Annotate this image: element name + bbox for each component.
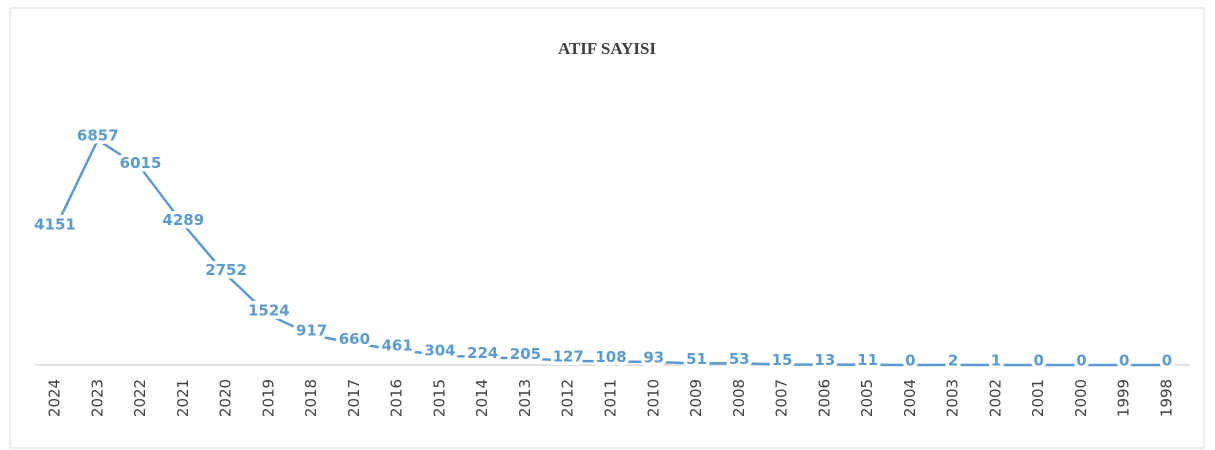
data-label: 0 <box>1033 352 1043 370</box>
x-tick-label: 2013 <box>516 379 534 417</box>
data-label: 4151 <box>34 215 76 233</box>
x-tick-label: 2005 <box>858 379 876 417</box>
x-tick-label: 2002 <box>986 379 1004 417</box>
data-label: 461 <box>381 336 412 354</box>
data-label: 51 <box>686 350 707 368</box>
data-label: 1 <box>991 351 1001 369</box>
data-label: 4289 <box>162 211 204 229</box>
x-tick-label: 2015 <box>430 379 448 417</box>
x-tick-label: 2022 <box>131 379 149 417</box>
data-label: 917 <box>296 321 327 339</box>
data-label: 2 <box>948 351 958 369</box>
data-label: 15 <box>772 351 793 369</box>
line-series <box>53 138 1167 367</box>
data-label: 224 <box>467 344 498 362</box>
data-label: 1524 <box>248 301 290 319</box>
data-label: 660 <box>339 330 370 348</box>
x-tick-label: 2018 <box>302 379 320 417</box>
x-tick-label: 2007 <box>773 379 791 417</box>
chart-title: ATIF SAYISI <box>558 39 656 58</box>
x-tick-label: 2001 <box>1029 379 1047 417</box>
x-tick-label: 2017 <box>345 379 363 417</box>
x-tick-label: 2011 <box>602 379 620 417</box>
data-label: 93 <box>643 348 664 366</box>
data-label: 127 <box>553 347 584 365</box>
x-tick-label: 2024 <box>46 379 64 417</box>
x-tick-label: 2014 <box>473 379 491 417</box>
data-label: 0 <box>905 352 915 370</box>
data-label: 2752 <box>205 261 247 279</box>
x-tick-label: 1998 <box>1158 379 1176 417</box>
x-tick-label: 1999 <box>1115 379 1133 417</box>
data-label: 0 <box>1076 352 1086 370</box>
data-label: 0 <box>1119 352 1129 370</box>
x-tick-label: 2021 <box>174 379 192 417</box>
data-label: 108 <box>595 348 626 366</box>
data-label: 11 <box>857 351 878 369</box>
x-tick-label: 2009 <box>687 379 705 417</box>
x-tick-label: 2003 <box>944 379 962 417</box>
data-label: 304 <box>424 342 455 360</box>
data-label: 53 <box>729 350 750 368</box>
x-tick-label: 2004 <box>901 379 919 417</box>
data-label: 13 <box>814 351 835 369</box>
x-tick-label: 2012 <box>559 379 577 417</box>
chart-border <box>9 7 1205 449</box>
x-tick-label: 2000 <box>1072 379 1090 417</box>
data-label: 205 <box>510 345 541 363</box>
x-tick-label: 2010 <box>644 379 662 417</box>
x-tick-label: 2006 <box>815 379 833 417</box>
x-tick-label: 2023 <box>88 379 106 417</box>
x-tick-label: 2020 <box>217 379 235 417</box>
data-label: 6857 <box>77 127 119 145</box>
x-tick-label: 2019 <box>259 379 277 417</box>
x-tick-label: 2008 <box>730 379 748 417</box>
data-label: 0 <box>1162 352 1172 370</box>
data-label: 6015 <box>120 154 162 172</box>
x-tick-label: 2016 <box>388 379 406 417</box>
